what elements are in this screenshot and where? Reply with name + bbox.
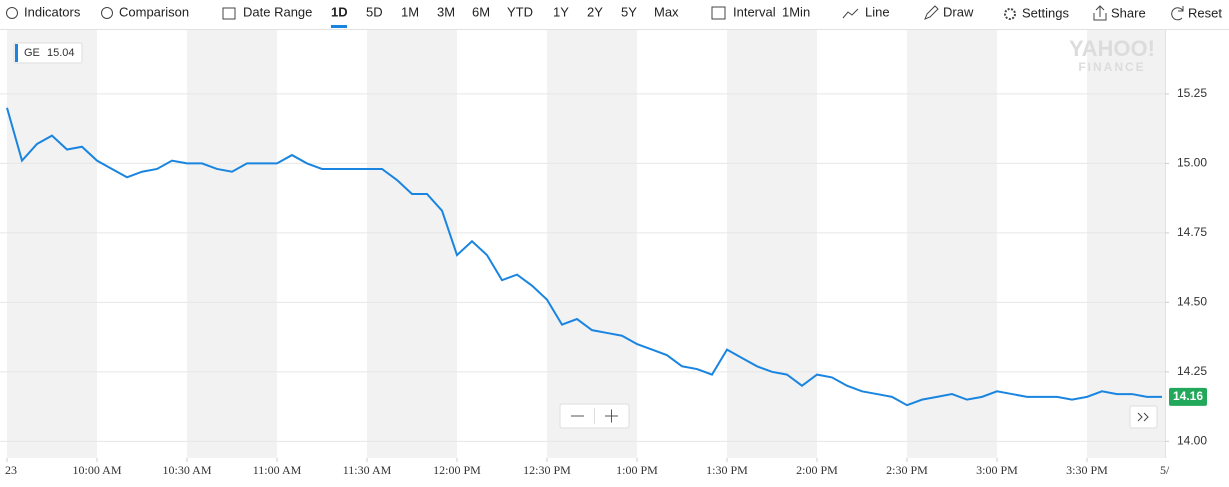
x-tick-label: 23: [5, 463, 17, 477]
legend-symbol: GE: [24, 47, 40, 59]
y-tick-label: 14.25: [1177, 364, 1207, 378]
icon: [711, 6, 726, 20]
icon: [842, 8, 859, 19]
time-band: [7, 30, 97, 458]
y-tick-label: 15.00: [1177, 156, 1207, 170]
price-line: [6, 107, 1162, 407]
interval-value[interactable]: 1Min: [782, 4, 810, 19]
x-tick-label: 10:00 AM: [72, 463, 121, 477]
range-button[interactable]: 5D: [366, 4, 383, 19]
time-band: [907, 30, 997, 458]
time-band: [1087, 30, 1165, 458]
icon: [6, 7, 18, 19]
icon: [924, 5, 939, 20]
range-button[interactable]: 5Y: [621, 4, 637, 19]
range-button[interactable]: 3M: [437, 4, 455, 19]
toolbar: Indicators Comparison Date Range 1D 5D 1M 3…: [6, 4, 1222, 28]
icon: [222, 7, 236, 20]
indicators-button[interactable]: Indicators: [24, 4, 81, 19]
reset-button[interactable]: Reset: [1188, 5, 1222, 20]
time-band: [187, 30, 277, 458]
watermark: YAHOO!: [1069, 36, 1155, 61]
y-tick-label: 14.75: [1177, 225, 1207, 239]
x-tick-label: 3:30 PM: [1066, 463, 1108, 477]
icon: [1093, 5, 1107, 21]
comparison-button[interactable]: Comparison: [119, 4, 189, 19]
range-button[interactable]: Max: [654, 4, 679, 19]
zoom-in-button[interactable]: [605, 409, 618, 423]
range-button[interactable]: YTD: [507, 4, 533, 19]
x-tick-label: 3:00 PM: [976, 463, 1018, 477]
icon: [1171, 6, 1184, 21]
last-price-badge: [1169, 387, 1207, 406]
y-tick-label: 15.25: [1177, 86, 1207, 100]
icon: [1004, 8, 1016, 20]
share-button[interactable]: Share: [1111, 5, 1146, 20]
scroll-button[interactable]: [1129, 405, 1158, 429]
icon: [1137, 412, 1149, 422]
x-tick-label: 2:30 PM: [886, 463, 928, 477]
active-indicator: [331, 25, 347, 28]
x-tick-label: 10:30 AM: [162, 463, 211, 477]
x-tick-label: 11:30 AM: [343, 463, 392, 477]
range-button[interactable]: 1D: [331, 4, 348, 19]
range-button[interactable]: 2Y: [587, 4, 603, 19]
x-tick-label: 2:00 PM: [796, 463, 838, 477]
range-button[interactable]: 1Y: [553, 4, 569, 19]
range-button[interactable]: 1M: [401, 4, 419, 19]
settings-button[interactable]: Settings: [1022, 5, 1069, 20]
range-button[interactable]: 6M: [472, 4, 490, 19]
y-tick-label: 14.00: [1177, 433, 1207, 447]
x-edge-label: 5/: [1160, 463, 1170, 477]
x-tick-label: 12:00 PM: [433, 463, 481, 477]
chart-type-button[interactable]: Line: [865, 4, 890, 19]
y-tick-label: 14.50: [1177, 295, 1207, 309]
x-tick-label: 1:00 PM: [616, 463, 658, 477]
date-range-button[interactable]: Date Range: [243, 4, 312, 19]
interval-button[interactable]: Interval: [733, 4, 776, 19]
x-tick-label: 11:00 AM: [253, 463, 302, 477]
legend-box: [13, 42, 83, 64]
x-tick-label: 1:30 PM: [706, 463, 748, 477]
legend-value: 15.04: [47, 47, 75, 59]
watermark: FINANCE: [1078, 60, 1145, 74]
legend-swatch: [15, 44, 18, 62]
time-band: [367, 30, 457, 458]
x-tick-label: 12:30 PM: [523, 463, 571, 477]
icon: [101, 7, 113, 19]
last-price-label: 14.16: [1173, 389, 1203, 403]
time-band: [547, 30, 637, 458]
draw-button[interactable]: Draw: [943, 4, 974, 19]
